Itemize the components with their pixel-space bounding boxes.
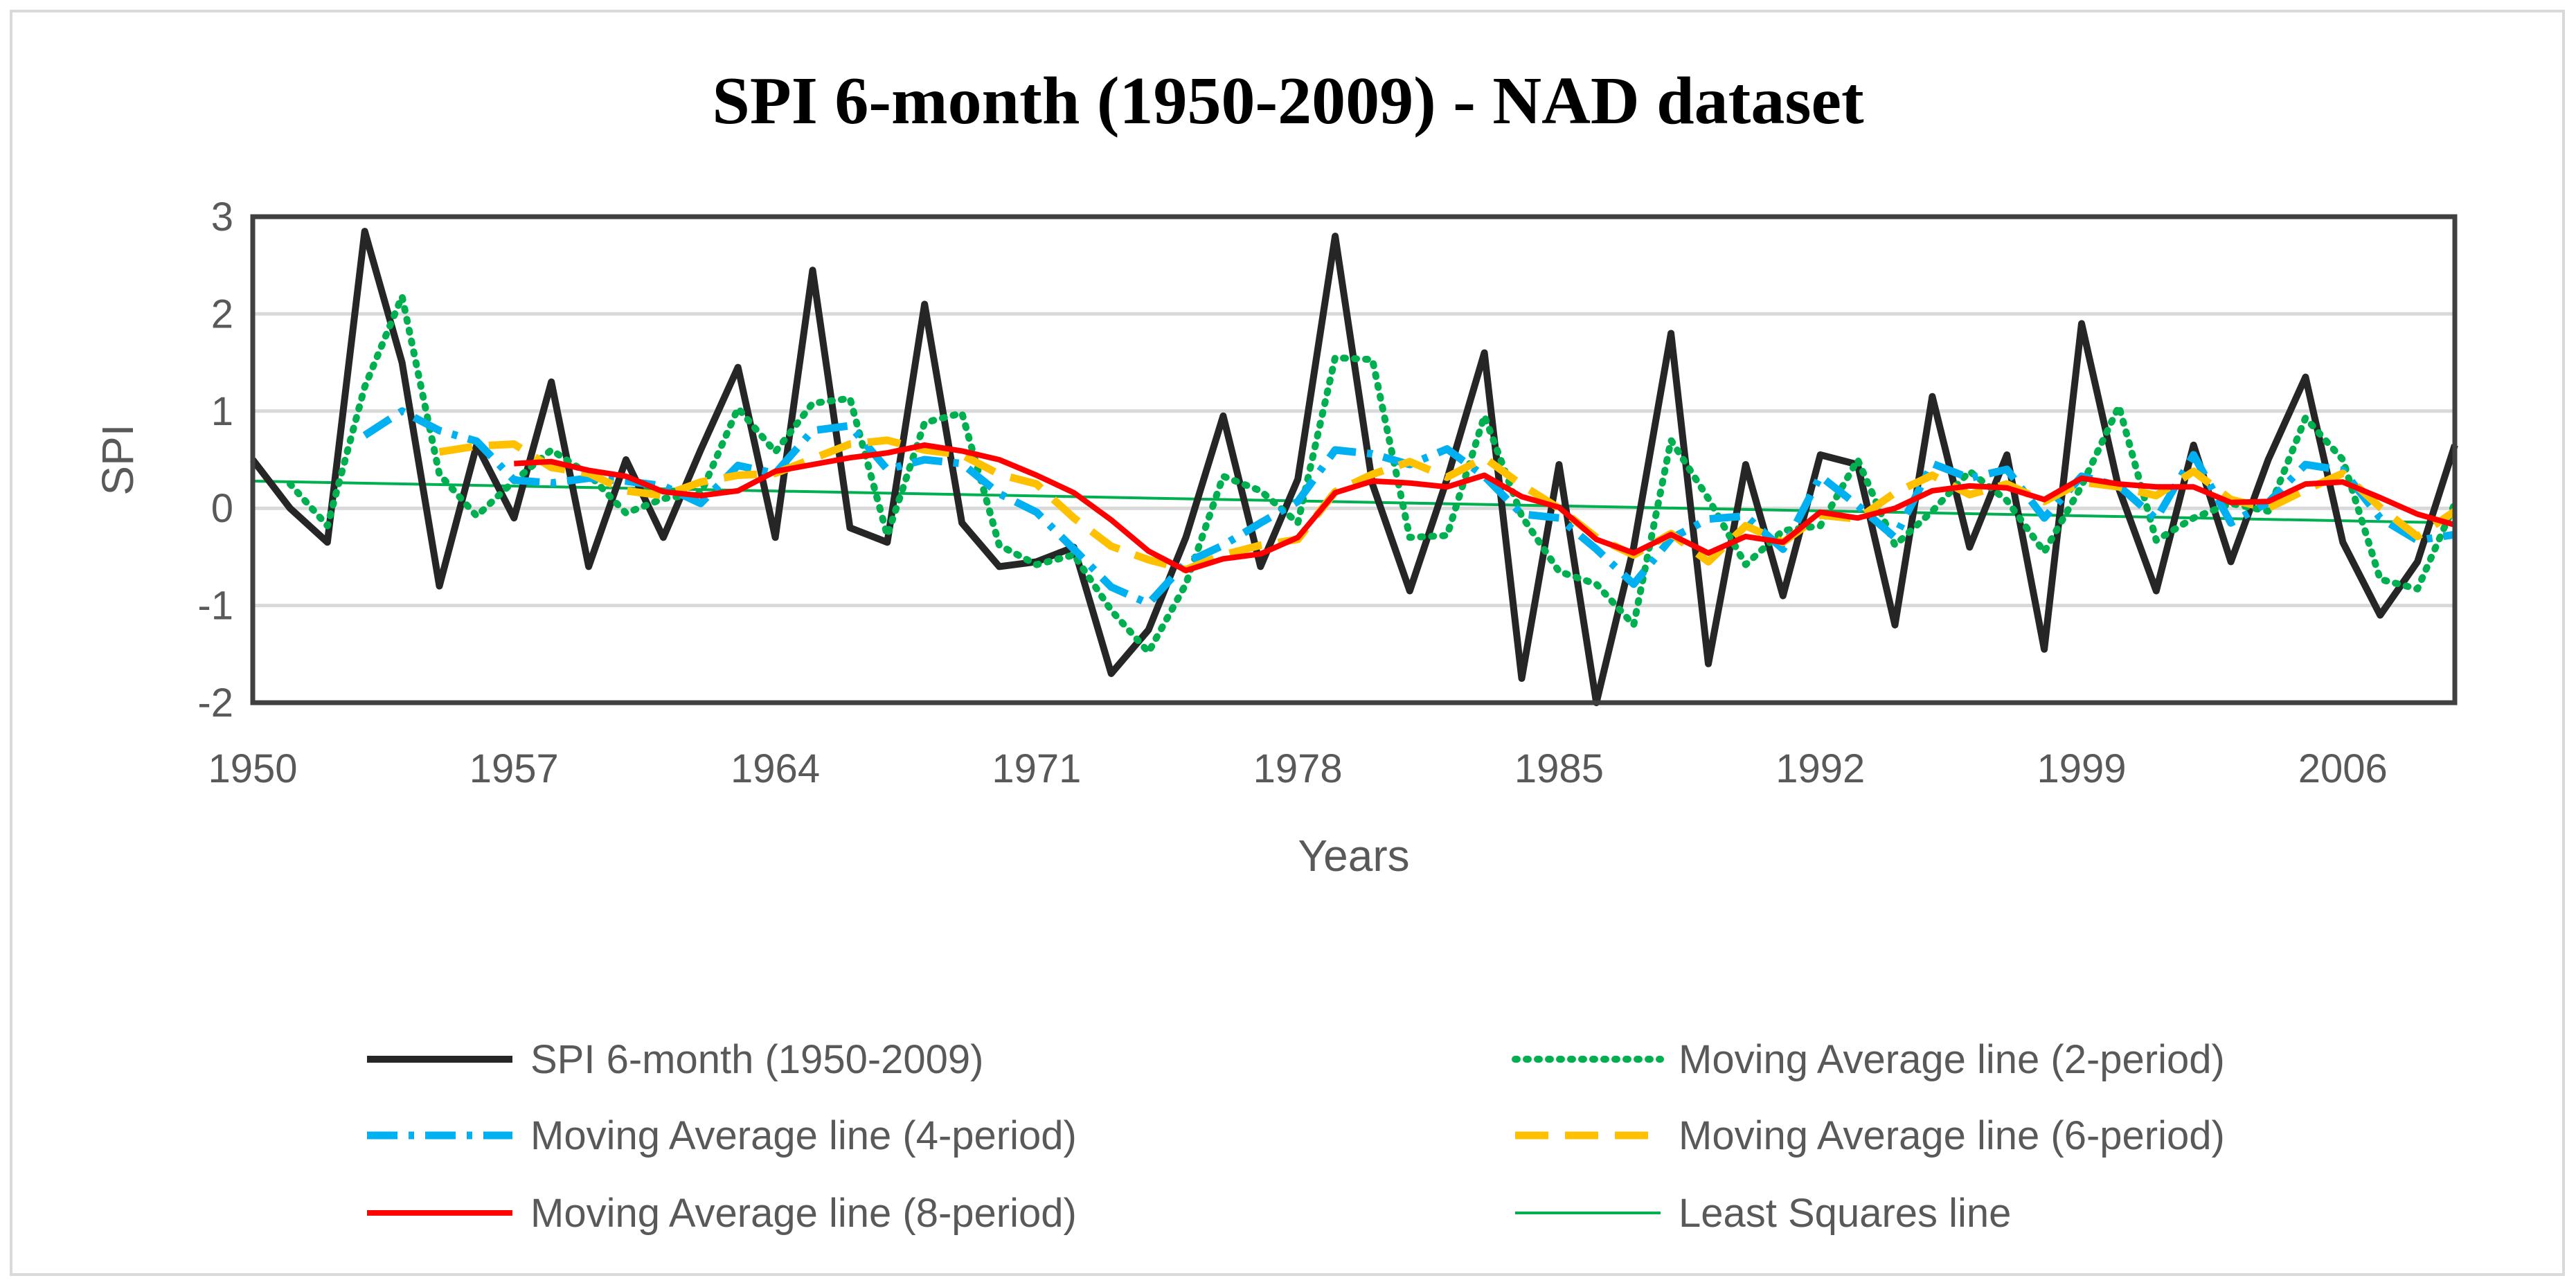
- x-tick-label: 1992: [1776, 746, 1865, 791]
- legend-item: Moving Average line (8-period): [367, 1191, 1077, 1236]
- series-line: [514, 442, 2456, 574]
- data-point: [2305, 489, 2306, 491]
- legend-item: Least Squares line: [1515, 1191, 2011, 1236]
- data-point: [1708, 519, 1709, 520]
- x-axis-title: Years: [1298, 831, 1409, 881]
- x-tick-label: 1978: [1253, 746, 1343, 791]
- legend-label: SPI 6-month (1950-2009): [530, 1037, 983, 1082]
- data-point: [1895, 537, 1896, 538]
- data-point: [961, 463, 963, 465]
- y-tick-label: 0: [211, 486, 233, 531]
- data-point: [2118, 406, 2120, 407]
- data-point: [1782, 530, 1784, 532]
- data-point: [849, 425, 850, 426]
- legend-item: SPI 6-month (1950-2009): [367, 1037, 983, 1082]
- data-point: [625, 490, 627, 492]
- data-point: [1857, 505, 1859, 506]
- data-point: [1484, 457, 1485, 458]
- legend: SPI 6-month (1950-2009) Moving Average li…: [367, 1037, 2225, 1236]
- y-tick-label: 3: [211, 195, 233, 240]
- legend-label: Moving Average line (4-period): [530, 1113, 1077, 1158]
- chart-title: SPI 6-month (1950-2009) - NAD dataset: [712, 64, 1864, 138]
- data-point: [999, 474, 1000, 475]
- legend-label: Least Squares line: [1679, 1191, 2011, 1236]
- data-point: [1186, 584, 1187, 585]
- series-line: [286, 293, 2458, 656]
- x-tick-label: 1999: [2037, 746, 2127, 791]
- legend-item: Moving Average line (4-period): [367, 1113, 1077, 1158]
- x-tick-label: 1950: [208, 746, 297, 791]
- data-point: [2379, 579, 2381, 580]
- y-tick-label: -1: [197, 584, 233, 629]
- data-point: [1969, 478, 1970, 479]
- data-point: [1895, 492, 1896, 494]
- x-tick-label: 1985: [1514, 746, 1604, 791]
- data-point: [663, 485, 664, 487]
- y-axis-ticks: 3 2 1 0 -1 -2: [197, 195, 233, 726]
- data-point: [812, 430, 814, 431]
- data-point: [1521, 485, 1523, 486]
- series-5: [514, 442, 2456, 574]
- y-axis-title: SPI: [93, 424, 143, 495]
- data-point: [961, 454, 963, 456]
- data-point: [1820, 476, 1821, 477]
- data-point: [1186, 562, 1187, 564]
- legend-item: Moving Average line (6-period): [1515, 1113, 2225, 1158]
- y-tick-label: 1: [211, 389, 233, 434]
- x-tick-label: 1964: [731, 746, 820, 791]
- legend-item: Moving Average line (2-period): [1512, 1037, 2225, 1082]
- data-point: [1148, 651, 1150, 653]
- gridlines: [253, 215, 2455, 705]
- data-point: [1222, 545, 1224, 546]
- x-tick-label: 1971: [992, 746, 1081, 791]
- chart-frame: [10, 10, 2565, 1276]
- y-tick-label: -2: [197, 681, 233, 726]
- data-point: [1931, 463, 1933, 465]
- series-6: [252, 479, 2456, 525]
- series-layer: [250, 228, 2458, 706]
- x-axis-ticks: 1950 1957 1964 1971 1978 1985 1992 1999 2006: [208, 746, 2387, 791]
- y-tick-label: 2: [211, 291, 233, 336]
- x-tick-label: 2006: [2298, 746, 2388, 791]
- legend-label: Moving Average line (2-period): [1679, 1037, 2225, 1082]
- series-2: [286, 293, 2458, 656]
- data-point: [886, 469, 888, 470]
- legend-label: Moving Average line (6-period): [1679, 1113, 2225, 1158]
- series-line: [252, 479, 2456, 525]
- data-point: [1745, 515, 1746, 516]
- x-tick-label: 1957: [469, 746, 559, 791]
- plot-area-border: [250, 214, 2458, 705]
- data-point: [1372, 359, 1373, 360]
- data-point: [1222, 555, 1224, 556]
- legend-label: Moving Average line (8-period): [530, 1191, 1077, 1236]
- data-point: [812, 458, 814, 460]
